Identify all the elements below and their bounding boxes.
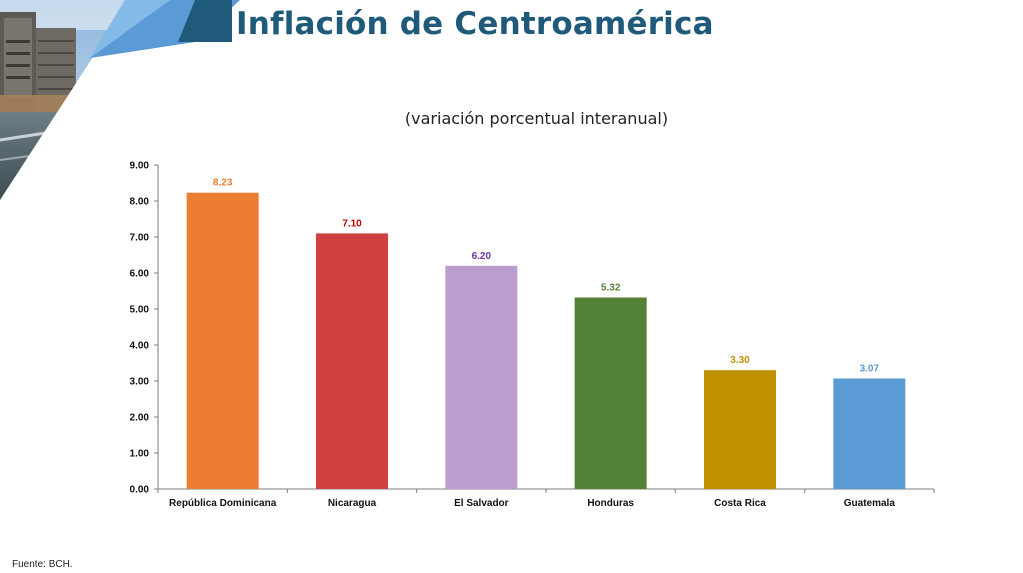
x-tick-label: República Dominicana xyxy=(169,498,277,509)
bar xyxy=(704,370,776,489)
bar xyxy=(833,378,906,489)
data-label: 7.10 xyxy=(342,218,362,229)
bar xyxy=(445,265,518,489)
y-tick-label: 1.00 xyxy=(130,449,150,460)
header-corner-graphic xyxy=(0,0,240,200)
y-tick-label: 2.00 xyxy=(130,413,150,424)
data-label: 3.30 xyxy=(730,355,750,366)
decor-triangle-dark xyxy=(178,0,232,42)
x-tick-label: Nicaragua xyxy=(328,498,377,509)
bar xyxy=(316,233,388,489)
data-label: 8.23 xyxy=(213,178,233,189)
y-tick-label: 4.00 xyxy=(130,341,150,352)
y-tick-label: 0.00 xyxy=(130,485,150,496)
y-tick-label: 5.00 xyxy=(130,305,150,316)
x-tick-label: Guatemala xyxy=(844,498,896,509)
source-note: Fuente: BCH. xyxy=(12,559,73,570)
y-tick-label: 6.00 xyxy=(130,269,150,280)
slide-title: Inflación de Centroamérica xyxy=(236,6,714,42)
y-tick-label: 8.00 xyxy=(130,197,150,208)
data-label: 6.20 xyxy=(472,251,492,262)
chart-subtitle: (variación porcentual interanual) xyxy=(404,109,669,128)
data-label: 3.07 xyxy=(860,363,880,374)
x-tick-label: Costa Rica xyxy=(714,498,766,509)
x-tick-label: Honduras xyxy=(587,498,634,509)
y-tick-label: 3.00 xyxy=(130,377,150,388)
x-tick-label: El Salvador xyxy=(454,498,509,509)
data-label: 5.32 xyxy=(601,282,621,293)
bar xyxy=(186,192,259,489)
y-tick-label: 7.00 xyxy=(130,233,150,244)
y-tick-label: 9.00 xyxy=(130,161,150,172)
bar xyxy=(574,297,647,489)
